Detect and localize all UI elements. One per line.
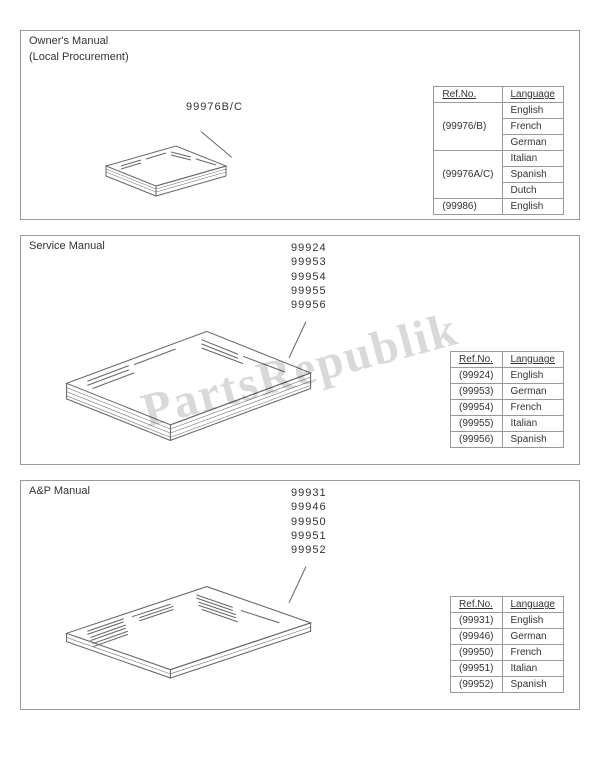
owners-title: Owner's Manual	[21, 31, 579, 51]
table-cell: (99976/B)	[434, 103, 502, 151]
book-icon	[51, 576, 321, 701]
table-header: Ref.No.	[434, 87, 502, 103]
table-cell: (99924)	[451, 368, 502, 384]
part-number: 99946	[291, 500, 327, 514]
table-cell: Italian	[502, 661, 564, 677]
table-cell: Dutch	[502, 183, 564, 199]
service-ref-table: Ref.No.Language (99924)English (99953)Ge…	[450, 351, 564, 448]
part-number: 99950	[291, 515, 327, 529]
ap-manual-panel: A&P Manual 99931 99946 99950 99951 99952…	[20, 480, 580, 710]
table-cell: (99951)	[451, 661, 502, 677]
owners-subtitle: (Local Procurement)	[21, 51, 579, 67]
table-cell: (99946)	[451, 629, 502, 645]
table-header: Language	[502, 597, 564, 613]
table-cell: (99953)	[451, 384, 502, 400]
table-cell: Italian	[502, 416, 564, 432]
table-cell: (99950)	[451, 645, 502, 661]
table-cell: Spanish	[502, 677, 564, 693]
table-cell: English	[502, 613, 564, 629]
table-header: Ref.No.	[451, 597, 502, 613]
table-cell: German	[502, 135, 564, 151]
table-header: Ref.No.	[451, 352, 502, 368]
table-cell: French	[502, 645, 564, 661]
owners-manual-panel: Owner's Manual (Local Procurement) 99976…	[20, 30, 580, 220]
table-cell: (99956)	[451, 432, 502, 448]
table-cell: German	[502, 629, 564, 645]
book-icon	[51, 321, 321, 456]
table-cell: (99955)	[451, 416, 502, 432]
part-number: 99953	[291, 255, 327, 269]
ap-ref-table: Ref.No.Language (99931)English (99946)Ge…	[450, 596, 564, 693]
part-number: 99954	[291, 270, 327, 284]
table-header: Language	[502, 87, 564, 103]
table-cell: (99986)	[434, 199, 502, 215]
table-cell: (99931)	[451, 613, 502, 629]
table-header: Language	[502, 352, 564, 368]
owners-ref-table: Ref.No.Language (99976/B)English French …	[433, 86, 564, 215]
table-cell: English	[502, 368, 564, 384]
part-number: 99951	[291, 529, 327, 543]
table-cell: Italian	[502, 151, 564, 167]
service-part-numbers: 99924 99953 99954 99955 99956	[291, 241, 327, 312]
part-number: 99956	[291, 298, 327, 312]
table-cell: Spanish	[502, 432, 564, 448]
table-cell: German	[502, 384, 564, 400]
table-cell: French	[502, 119, 564, 135]
part-number: 99924	[291, 241, 327, 255]
table-cell: (99952)	[451, 677, 502, 693]
book-icon	[96, 136, 236, 206]
part-number: 99952	[291, 543, 327, 557]
table-cell: English	[502, 103, 564, 119]
table-cell: (99976A/C)	[434, 151, 502, 199]
table-cell: Spanish	[502, 167, 564, 183]
part-number: 99931	[291, 486, 327, 500]
table-cell: (99954)	[451, 400, 502, 416]
ap-part-numbers: 99931 99946 99950 99951 99952	[291, 486, 327, 557]
part-number: 99955	[291, 284, 327, 298]
table-cell: French	[502, 400, 564, 416]
service-manual-panel: Service Manual 99924 99953 99954 99955 9…	[20, 235, 580, 465]
table-cell: English	[502, 199, 564, 215]
part-label: 99976B/C	[186, 101, 243, 113]
